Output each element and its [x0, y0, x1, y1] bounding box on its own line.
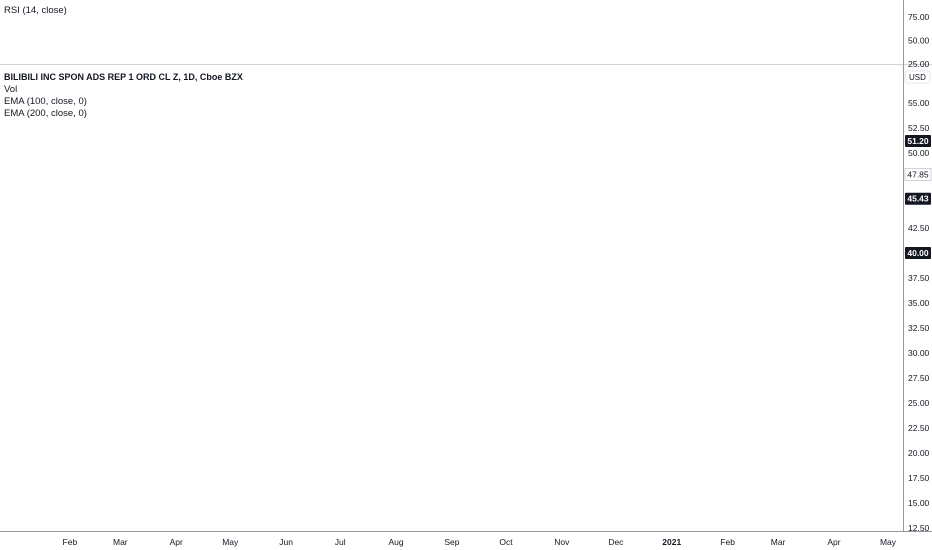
time-tick-label: Jun	[279, 537, 293, 547]
currency-label: USD	[909, 73, 926, 82]
level-badge-2	[905, 247, 931, 259]
symbol-legend[interactable]: BILIBILI INC SPON ADS REP 1 ORD CL Z, 1D…	[4, 72, 243, 82]
time-tick-label: Mar	[113, 537, 128, 547]
rsi-tick-label: 50.00	[908, 36, 930, 46]
price-tick-label: 55.00	[908, 98, 930, 108]
time-tick-label: Dec	[608, 537, 624, 547]
level-badge-text-2: 40.00	[907, 248, 929, 258]
price-tick-label: 52.50	[908, 123, 930, 133]
time-tick-label: Nov	[554, 537, 570, 547]
time-tick-label: May	[222, 537, 239, 547]
price-tick-label: 20.00	[908, 448, 930, 458]
level-badge-text-1: 45.43	[907, 194, 929, 204]
price-tick-label: 50.00	[908, 148, 930, 158]
current-price-badge	[904, 168, 932, 181]
time-tick-label: 2021	[662, 537, 681, 547]
currency-box	[904, 70, 931, 84]
price-tick-label: 17.50	[908, 473, 930, 483]
time-tick-label: May	[880, 537, 897, 547]
time-tick-label: Oct	[499, 537, 513, 547]
price-tick-label: 15.00	[908, 498, 930, 508]
rsi-legend[interactable]: RSI (14, close)	[4, 5, 67, 16]
price-tick-label: 35.00	[908, 298, 930, 308]
price-tick-label: 32.50	[908, 323, 930, 333]
price-tick-label: 25.00	[908, 398, 930, 408]
time-tick-label: Sep	[444, 537, 459, 547]
current-price-text: 47.85	[907, 170, 929, 180]
level-badge-1	[905, 192, 931, 205]
time-tick-label: Jul	[335, 537, 346, 547]
price-tick-label: 37.50	[908, 273, 930, 283]
ema200-legend[interactable]: EMA (200, close, 0)	[4, 108, 87, 119]
level-badge-text-0: 51.20	[907, 136, 929, 146]
vol-legend[interactable]: Vol	[4, 84, 18, 95]
price-tick-label: 12.50	[908, 523, 930, 533]
ema100-legend[interactable]: EMA (100, close, 0)	[4, 96, 87, 107]
time-tick-label: Apr	[170, 537, 183, 547]
level-badge-0	[905, 135, 931, 147]
time-tick-label: Aug	[388, 537, 403, 547]
price-tick-label: 22.50	[908, 423, 930, 433]
rsi-tick-label: 75.00	[908, 12, 930, 22]
time-tick-label: Feb	[720, 537, 735, 547]
rsi-tick-label: 25.00	[908, 59, 930, 69]
time-tick-label: Apr	[827, 537, 840, 547]
price-tick-label: 30.00	[908, 348, 930, 358]
price-tick-label: 42.50	[908, 223, 930, 233]
price-tick-label: 27.50	[908, 373, 930, 383]
time-tick-label: Mar	[771, 537, 786, 547]
time-tick-label: Feb	[63, 537, 78, 547]
